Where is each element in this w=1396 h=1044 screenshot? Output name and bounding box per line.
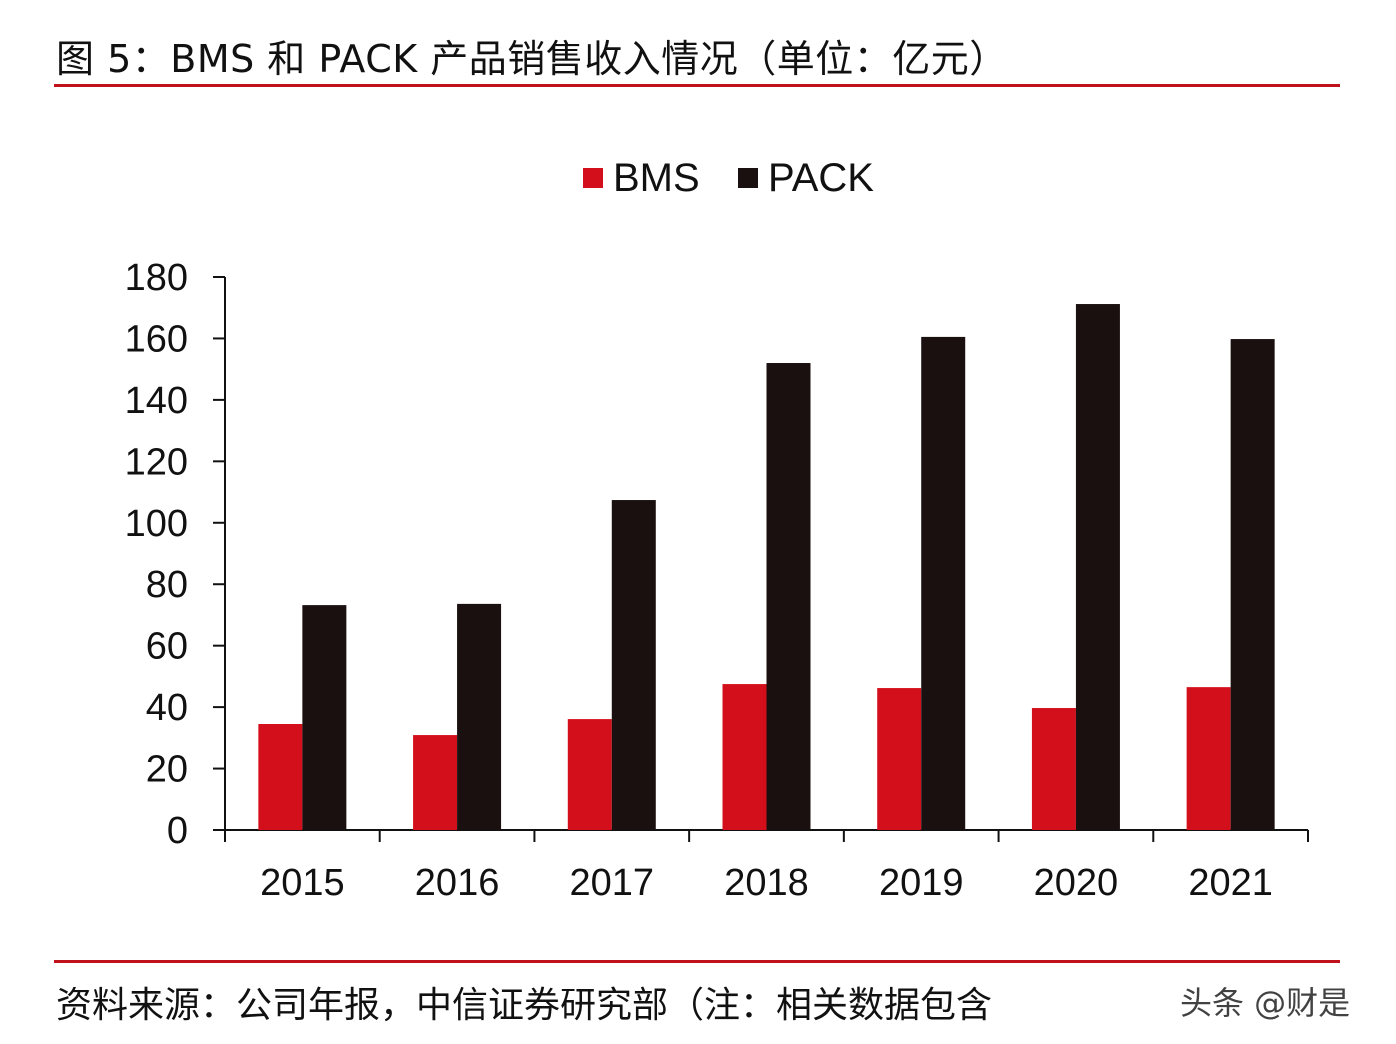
x-tick-label: 2015	[260, 862, 345, 904]
x-tick-label: 2017	[570, 862, 655, 904]
bar-bms-2015	[258, 724, 303, 830]
bar-pack-2015	[302, 605, 347, 830]
bar-pack-2021	[1230, 339, 1275, 830]
source-note: 资料来源：公司年报，中信证券研究部（注：相关数据包含	[56, 985, 993, 1026]
legend-swatch-pack	[738, 168, 758, 188]
y-tick-label: 20	[146, 749, 188, 791]
y-tick-label: 120	[125, 441, 188, 483]
bar-pack-2017	[611, 500, 656, 830]
x-tick-label: 2018	[724, 862, 809, 904]
y-tick-label: 180	[125, 257, 188, 299]
x-tick-label: 2016	[415, 862, 500, 904]
bar-bms-2019	[877, 688, 922, 830]
bar-pack-2016	[457, 603, 502, 830]
y-tick-label: 100	[125, 503, 188, 545]
y-tick-label: 140	[125, 380, 188, 422]
x-tick-label: 2020	[1034, 862, 1119, 904]
figure-title: 图 5：BMS 和 PACK 产品销售收入情况（单位：亿元）	[56, 37, 1008, 81]
title-rule	[54, 84, 1340, 87]
watermark: 头条 @财是	[1180, 984, 1351, 1022]
y-tick-label: 60	[146, 626, 188, 668]
bar-pack-2019	[921, 336, 966, 830]
bar-bms-2016	[413, 735, 458, 830]
legend-label-bms: BMS	[613, 156, 700, 200]
x-tick-label: 2021	[1188, 862, 1273, 904]
y-tick-label: 80	[146, 564, 188, 606]
bar-bms-2020	[1031, 708, 1076, 830]
legend-label-pack: PACK	[768, 156, 874, 200]
bar-pack-2018	[766, 363, 811, 830]
y-tick-label: 160	[125, 318, 188, 360]
y-tick-label: 40	[146, 687, 188, 729]
legend: BMS PACK	[583, 156, 874, 200]
legend-swatch-bms	[583, 168, 603, 188]
bar-bms-2017	[567, 719, 612, 830]
footer-rule	[54, 960, 1340, 963]
bar-bms-2018	[722, 684, 767, 830]
bar-pack-2020	[1075, 304, 1120, 831]
x-tick-label: 2019	[879, 862, 964, 904]
bar-bms-2021	[1186, 687, 1231, 830]
y-tick-label: 0	[167, 810, 188, 852]
